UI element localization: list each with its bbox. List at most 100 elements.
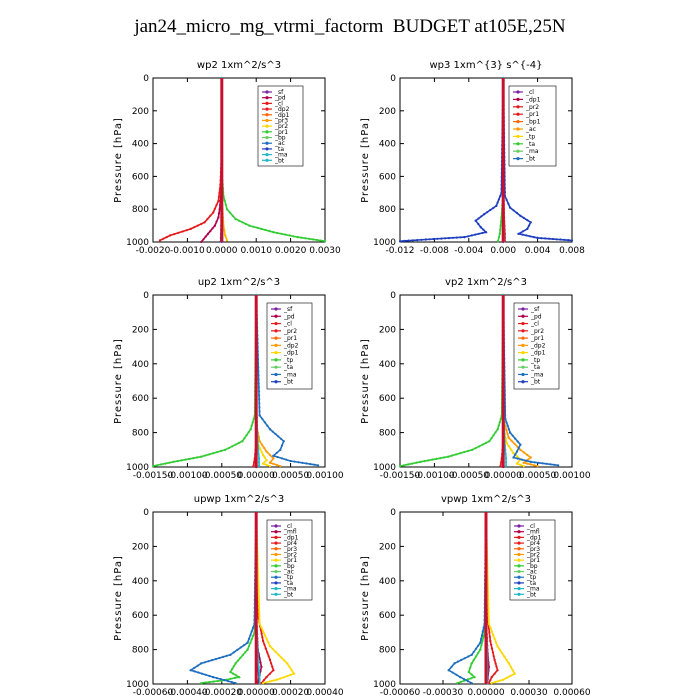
data-point — [266, 651, 269, 654]
data-point — [258, 614, 261, 617]
data-point — [515, 462, 519, 465]
legend-marker — [265, 118, 269, 123]
data-point — [443, 456, 446, 459]
data-point — [436, 237, 439, 240]
y-tick-label: 1000 — [126, 680, 149, 690]
data-point — [258, 657, 261, 660]
data-point — [487, 606, 490, 609]
data-point — [451, 236, 454, 239]
data-point — [398, 465, 402, 468]
data-point — [257, 382, 260, 385]
data-point — [245, 434, 248, 437]
data-point — [507, 428, 510, 431]
data-point — [517, 447, 520, 450]
data-point — [257, 374, 260, 377]
data-point — [477, 232, 480, 235]
data-point — [185, 229, 188, 232]
data-point — [444, 237, 447, 240]
legend-label: _pr2 — [283, 551, 297, 558]
legend-marker — [517, 535, 521, 539]
x-tick-label: 0.00000 — [485, 471, 522, 481]
data-point — [512, 209, 515, 212]
y-tick-label: 800 — [132, 205, 149, 215]
series-line-tp — [447, 512, 487, 684]
data-point — [489, 626, 492, 629]
data-point — [222, 655, 225, 659]
data-point — [479, 226, 482, 229]
data-point — [208, 681, 211, 684]
data-point — [268, 230, 271, 233]
data-point — [200, 222, 203, 226]
data-point — [276, 231, 279, 235]
data-point — [257, 448, 260, 451]
data-point — [515, 455, 519, 458]
data-point — [536, 236, 539, 239]
data-point — [500, 461, 503, 464]
data-point — [253, 461, 256, 464]
legend: _cl_dp1_pr2_pr1_bp1_ac_tp_ta_ma_bt — [508, 85, 557, 167]
data-point — [216, 680, 219, 683]
data-point — [289, 459, 292, 463]
data-point — [232, 672, 235, 675]
data-point — [510, 448, 513, 451]
data-point — [215, 220, 218, 223]
legend-marker — [274, 358, 278, 362]
data-point — [472, 650, 475, 653]
data-point — [501, 651, 504, 655]
data-point — [257, 665, 260, 668]
data-point — [257, 661, 260, 664]
legend-label: _ac — [525, 126, 536, 133]
data-point — [184, 458, 187, 461]
y-tick-label: 200 — [132, 542, 149, 552]
data-point — [257, 453, 260, 456]
data-point — [158, 239, 161, 242]
data-point — [416, 239, 419, 242]
data-point — [218, 208, 221, 211]
data-point — [223, 199, 226, 202]
data-point — [507, 436, 510, 439]
data-point — [489, 208, 492, 212]
data-point — [227, 447, 230, 450]
data-point — [204, 454, 207, 457]
data-point — [513, 442, 516, 445]
data-point — [225, 239, 229, 242]
data-point — [231, 445, 234, 448]
data-point — [193, 226, 196, 229]
legend-marker — [265, 141, 269, 145]
y-tick-label: 400 — [132, 577, 149, 587]
panel-title: wp2 1xm^2/s^3 — [197, 60, 281, 71]
data-point — [192, 457, 195, 460]
data-point — [250, 424, 253, 427]
y-tick-label: 1000 — [373, 680, 396, 690]
data-point — [435, 457, 438, 460]
legend-label: _ta — [526, 580, 536, 587]
data-point — [496, 645, 499, 648]
data-point — [519, 443, 522, 446]
data-point — [447, 455, 450, 458]
legend-label: _bp — [274, 135, 286, 142]
data-point — [522, 465, 525, 468]
data-point — [258, 670, 261, 673]
data-point — [459, 676, 462, 679]
legend-marker — [521, 336, 525, 340]
data-point — [470, 653, 473, 656]
data-point — [497, 424, 500, 427]
data-point — [260, 443, 263, 446]
panel-title: vpwp 1xm^2/s^3 — [441, 494, 531, 505]
legend: _cl_mfl_dp1_pr4_pr3_pr2_pr1_bp_ac_tp_ta_… — [509, 519, 556, 601]
data-point — [493, 637, 496, 640]
data-point — [261, 417, 264, 420]
data-point — [473, 676, 476, 679]
data-point — [484, 231, 488, 234]
data-point — [260, 682, 263, 685]
data-point — [505, 658, 508, 662]
legend-label: _pr3 — [526, 546, 540, 553]
data-point — [204, 235, 207, 238]
data-point — [284, 233, 287, 236]
legend-label: _ta — [283, 580, 293, 587]
y-tick-label: 400 — [379, 140, 396, 150]
data-point — [258, 394, 261, 397]
data-point — [527, 224, 531, 227]
data-point — [197, 671, 200, 674]
legend-label: _dp1 — [283, 534, 299, 541]
